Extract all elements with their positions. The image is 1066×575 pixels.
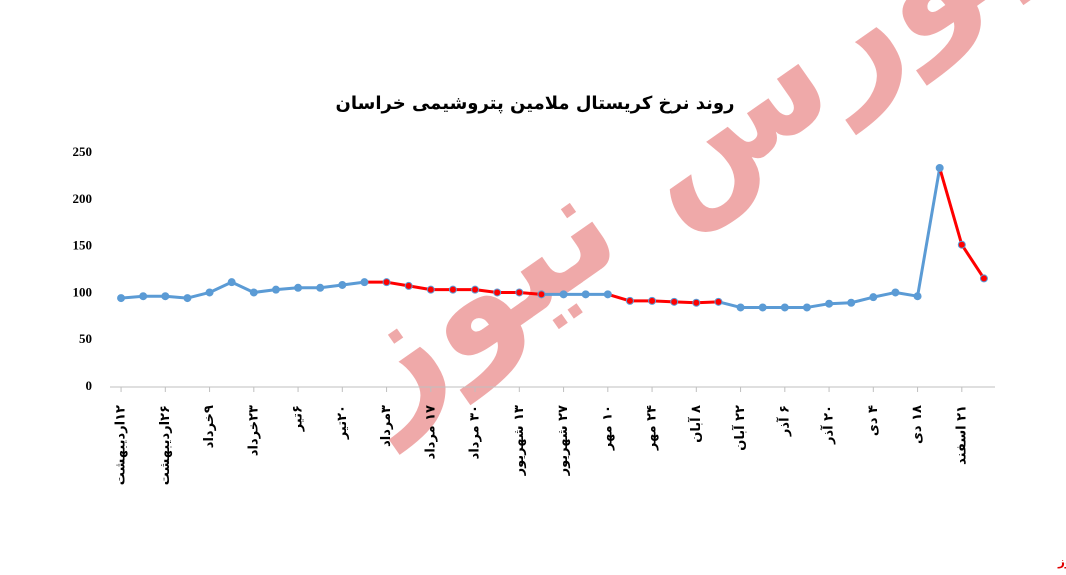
point bbox=[249, 288, 258, 297]
x-tick-label: ۳۰ مرداد bbox=[468, 405, 483, 459]
point bbox=[493, 288, 502, 297]
point bbox=[670, 297, 679, 306]
x-tick-label: ۲۰ آذر bbox=[820, 405, 837, 445]
x-tick-label: ۲۲ آبان bbox=[731, 405, 748, 451]
y-tick-label: 200 bbox=[73, 191, 93, 206]
point bbox=[891, 288, 900, 297]
point bbox=[935, 163, 944, 172]
y-tick-label: 50 bbox=[79, 331, 92, 346]
source: بورس نیوز bbox=[1057, 555, 1066, 570]
point bbox=[625, 296, 634, 305]
point bbox=[648, 296, 657, 305]
x-tick-label: ۶تیر bbox=[291, 405, 306, 432]
x-tick-label: ۱۸ دی bbox=[910, 405, 925, 444]
point bbox=[426, 285, 435, 294]
point bbox=[183, 294, 192, 303]
x-tick-label: ۲۷ شهریور bbox=[556, 405, 571, 476]
point bbox=[714, 297, 723, 306]
line-segment bbox=[230, 280, 256, 294]
point bbox=[139, 292, 148, 301]
y-tick-label: 0 bbox=[86, 378, 93, 393]
x-tick-label: ۲۰تیر bbox=[335, 405, 350, 440]
point bbox=[515, 288, 524, 297]
point bbox=[382, 278, 391, 287]
line-segment bbox=[208, 280, 234, 294]
x-tick-label: ۶ آذر bbox=[775, 405, 792, 437]
x-tick-label: ۱۰ مهر bbox=[600, 405, 615, 451]
point bbox=[581, 290, 590, 299]
point bbox=[117, 294, 126, 303]
point bbox=[603, 290, 612, 299]
point bbox=[161, 292, 170, 301]
x-tick-label: ۱۲اردیبهشت bbox=[114, 405, 129, 485]
line-segment bbox=[960, 243, 986, 280]
point bbox=[227, 278, 236, 287]
point bbox=[802, 303, 811, 312]
chart-title: روند نرخ کریستال ملامین پتروشیمی خراسان bbox=[336, 93, 735, 114]
point bbox=[404, 281, 413, 290]
y-tick-label: 250 bbox=[73, 144, 93, 159]
y-tick-label: 100 bbox=[73, 284, 93, 299]
point bbox=[692, 298, 701, 307]
point bbox=[780, 303, 789, 312]
point bbox=[957, 240, 966, 249]
point bbox=[825, 299, 834, 308]
point bbox=[847, 298, 856, 307]
point bbox=[294, 283, 303, 292]
point bbox=[448, 285, 457, 294]
point bbox=[979, 274, 988, 283]
point bbox=[559, 290, 568, 299]
point bbox=[471, 285, 480, 294]
point bbox=[205, 288, 214, 297]
line-segment bbox=[916, 166, 942, 298]
x-tick-label: ۲۴ مهر bbox=[645, 405, 660, 451]
x-tick-label: ۳مرداد bbox=[379, 405, 394, 447]
point bbox=[271, 285, 280, 294]
point bbox=[736, 303, 745, 312]
x-tick-label: ۸ آبان bbox=[687, 405, 704, 443]
line-segment bbox=[938, 166, 964, 247]
point bbox=[758, 303, 767, 312]
x-tick-label: ۲۱ اسفند bbox=[954, 405, 969, 465]
point bbox=[869, 293, 878, 302]
x-tick-label: ۴ دی bbox=[866, 405, 881, 436]
x-tick-label: ۱۷ مرداد bbox=[423, 405, 438, 459]
point bbox=[913, 292, 922, 301]
x-tick-label: ۹خرداد bbox=[202, 405, 217, 448]
x-tick-label: ۲۳خرداد bbox=[246, 405, 261, 456]
point bbox=[316, 283, 325, 292]
x-tick-label: ۱۳ شهریور bbox=[512, 405, 527, 476]
point bbox=[537, 290, 546, 299]
point bbox=[360, 278, 369, 287]
point bbox=[338, 280, 347, 289]
y-tick-label: 150 bbox=[73, 238, 93, 253]
x-tick-label: ۲۶اردیبهشت bbox=[158, 405, 173, 485]
